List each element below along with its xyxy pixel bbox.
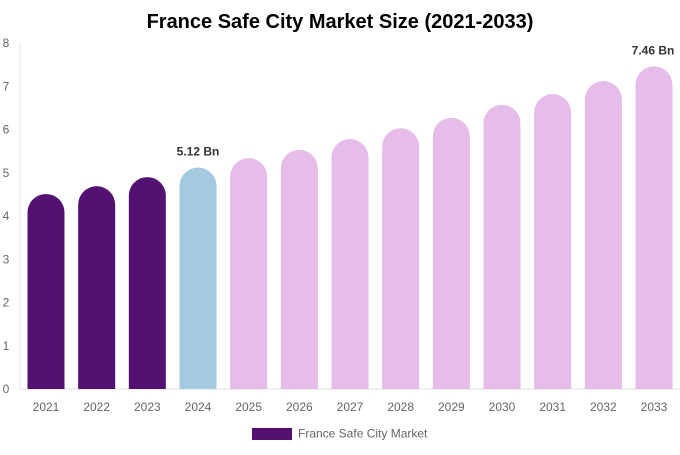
legend-label: France Safe City Market: [298, 427, 428, 441]
x-tick-label: 2025: [235, 400, 262, 414]
data-label: 5.12 Bn: [177, 145, 220, 159]
y-tick-label: 5: [3, 166, 10, 180]
y-tick-label: 3: [3, 252, 10, 266]
bar-2027: [331, 139, 369, 389]
bar-2030: [483, 104, 521, 389]
bar-2032: [584, 81, 622, 390]
x-tick-label: 2022: [83, 400, 110, 414]
x-tick-label: 2031: [539, 400, 566, 414]
bar-2022: [78, 186, 116, 389]
bar-2031: [534, 94, 572, 390]
legend-swatch: [252, 428, 292, 440]
bar-2024: [179, 167, 217, 389]
legend: France Safe City Market: [252, 427, 428, 441]
x-tick-label: 2033: [641, 400, 668, 414]
y-tick-label: 7: [3, 79, 10, 93]
bar-2029: [432, 117, 470, 389]
x-tick-label: 2029: [438, 400, 465, 414]
y-tick-label: 2: [3, 296, 10, 310]
x-tick-label: 2028: [387, 400, 414, 414]
bar-2026: [280, 149, 318, 389]
y-tick-label: 0: [3, 382, 10, 396]
x-tick-label: 2026: [286, 400, 313, 414]
y-tick-label: 4: [3, 209, 10, 223]
bar-2021: [27, 193, 65, 389]
bar-2023: [128, 177, 166, 389]
y-tick-label: 6: [3, 123, 10, 137]
data-label: 7.46 Bn: [632, 43, 675, 57]
x-tick-label: 2024: [185, 400, 212, 414]
y-tick-label: 8: [3, 36, 10, 50]
x-tick-label: 2032: [590, 400, 617, 414]
x-tick-label: 2027: [337, 400, 364, 414]
bar-2028: [382, 128, 420, 389]
bar-2033: [635, 66, 673, 389]
chart-title: France Safe City Market Size (2021-2033): [147, 11, 534, 33]
y-tick-label: 1: [3, 339, 10, 353]
bar-2025: [230, 158, 268, 389]
x-tick-label: 2021: [33, 400, 60, 414]
x-tick-label: 2023: [134, 400, 161, 414]
x-tick-label: 2030: [489, 400, 516, 414]
